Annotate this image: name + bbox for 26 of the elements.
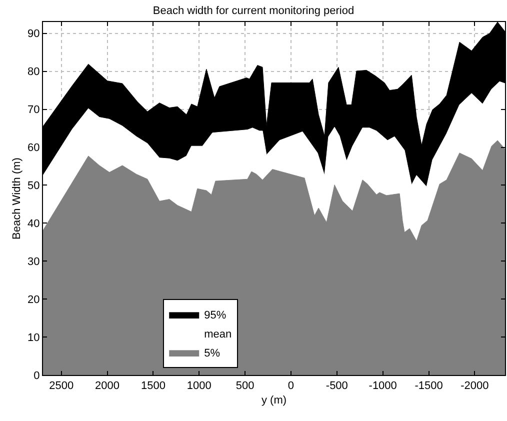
y-tick-label: 70 (28, 104, 40, 116)
y-tick-label: 40 (28, 218, 40, 230)
x-tick-label: 2500 (49, 380, 74, 392)
y-tick-label: 0 (34, 370, 40, 382)
x-tick-label: 1000 (186, 380, 212, 392)
x-tick-label: 2000 (95, 380, 120, 392)
y-axis-title: Beach Width (m) (11, 158, 24, 240)
y-tick-label: 80 (28, 66, 40, 78)
y-tick-label: 90 (28, 28, 40, 40)
y-tick-label: 30 (28, 256, 40, 268)
series-label: mean (204, 328, 232, 341)
legend-label: 95% (204, 310, 226, 322)
y-tick-label: 60 (28, 142, 40, 154)
y-tick-label: 10 (28, 332, 40, 344)
x-tick-label: -2000 (460, 380, 489, 392)
x-tick-label: -1500 (414, 380, 443, 392)
x-tick-label: -1000 (368, 380, 397, 392)
x-tick-label: 1500 (140, 380, 166, 392)
chart-title: Beach width for current monitoring period (152, 5, 354, 18)
x-axis-title: y (m) (261, 394, 287, 406)
legend-label: 5% (204, 348, 220, 360)
x-tick-label: -500 (326, 380, 348, 392)
x-tick-label: 0 (288, 380, 294, 392)
x-tick-label: 500 (236, 380, 254, 392)
y-tick-label: 20 (28, 294, 40, 306)
y-tick-label: 50 (28, 180, 40, 192)
